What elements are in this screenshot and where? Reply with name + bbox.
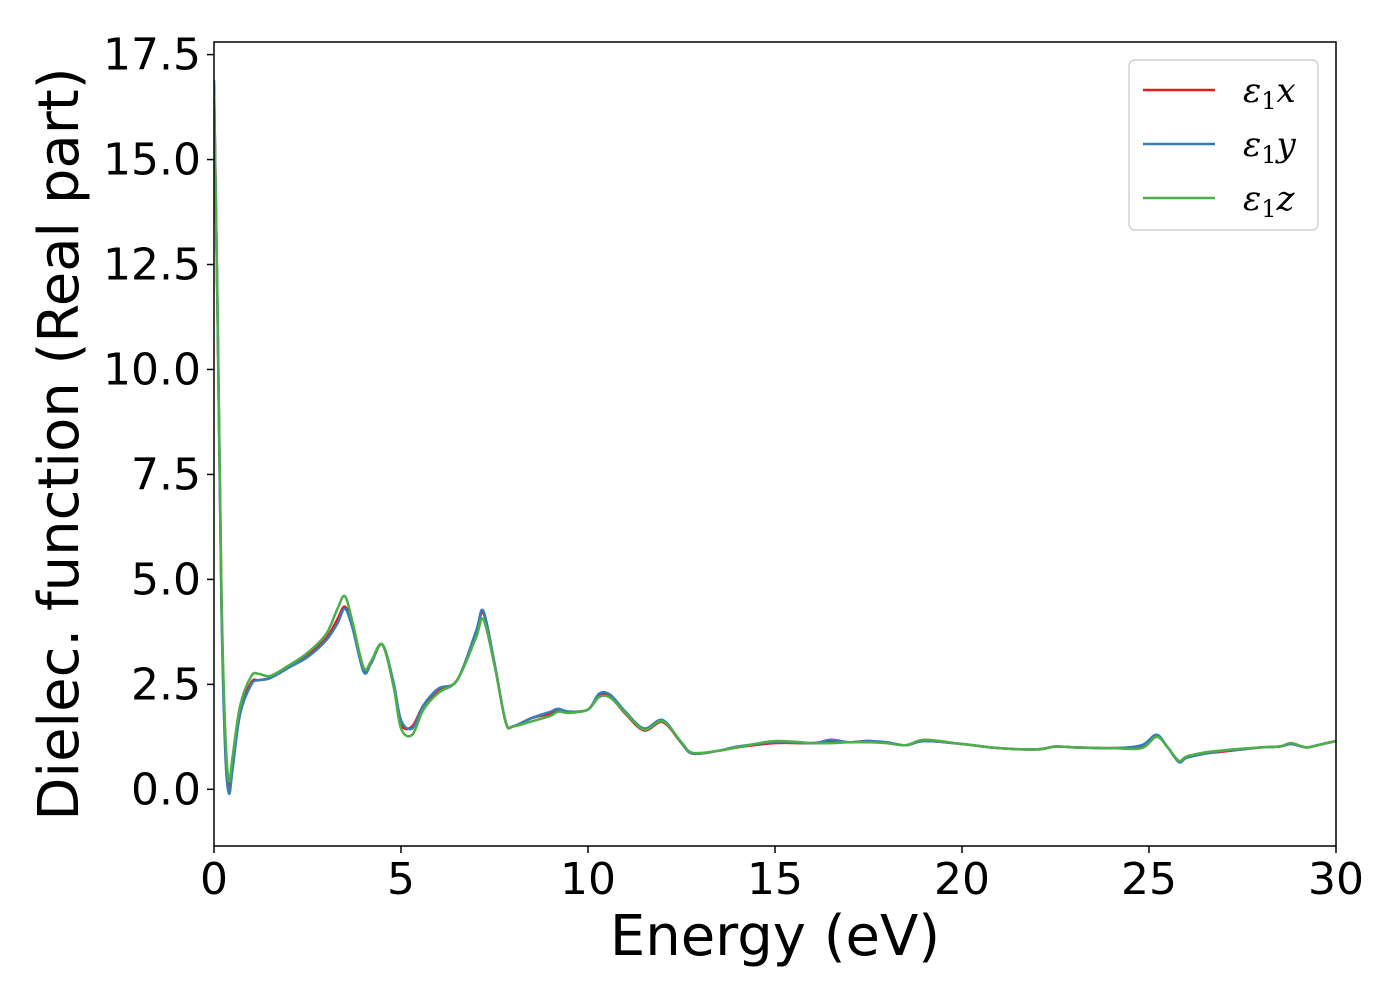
x-tick-label: 20: [934, 854, 990, 905]
series-layer: [214, 79, 1336, 796]
x-tick-label: 15: [747, 854, 803, 905]
legend-label-x: ε1x: [1243, 71, 1296, 115]
x-tick-label: 5: [387, 854, 415, 905]
y-tick-label: 15.0: [103, 135, 201, 186]
series-line-z: [214, 96, 1336, 783]
x-tick-label: 10: [560, 854, 616, 905]
x-tick-label: 0: [200, 854, 228, 905]
legend-label-y: ε1y: [1243, 125, 1297, 169]
x-axis-title: Energy (eV): [610, 904, 940, 969]
x-axis: 0 5 10 15 20 25 30: [200, 846, 1364, 905]
y-tick-label: 2.5: [131, 659, 201, 710]
x-tick-label: 30: [1308, 854, 1364, 905]
y-tick-label: 10.0: [103, 344, 201, 395]
legend-label-z: ε1z: [1243, 179, 1296, 223]
y-tick-label: 12.5: [103, 240, 201, 291]
y-tick-label: 5.0: [131, 554, 201, 605]
x-tick-label: 25: [1121, 854, 1177, 905]
y-axis-title: Dielec. function (Real part): [27, 67, 92, 820]
legend: ε1x ε1y ε1z: [1128, 59, 1319, 231]
legend-box: [1128, 59, 1319, 231]
y-axis: 0.0 2.5 5.0 7.5 10.0 12.5 15.0 17.5: [103, 30, 214, 815]
y-tick-label: 7.5: [131, 449, 201, 500]
y-tick-label: 0.0: [131, 764, 201, 815]
y-tick-label: 17.5: [103, 30, 201, 81]
